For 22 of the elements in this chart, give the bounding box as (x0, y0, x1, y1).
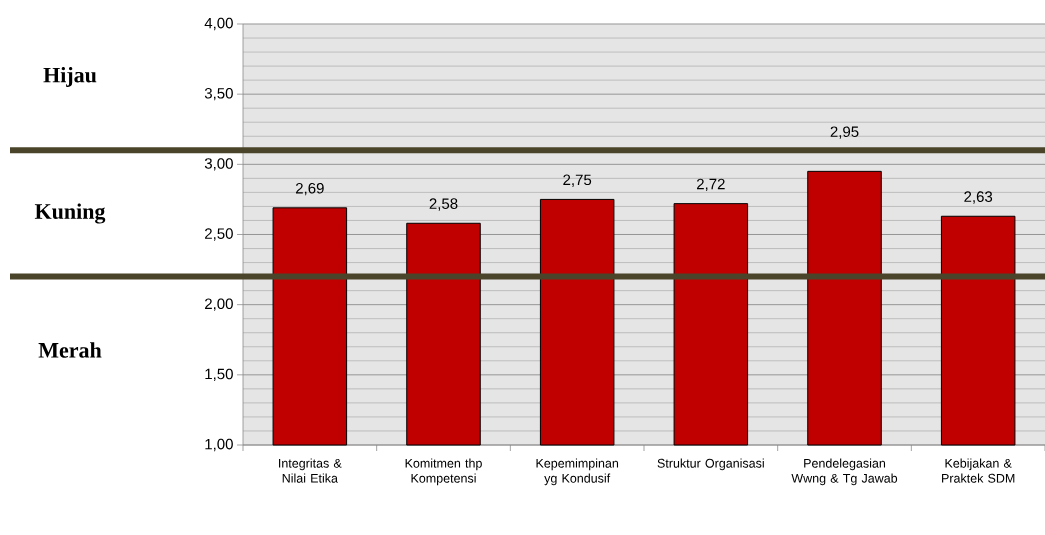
data-label: 2,69 (295, 182, 324, 196)
text: Hijau (43, 67, 97, 87)
data-label: 2,95 (830, 126, 859, 139)
data-label: 2,58 (429, 198, 458, 211)
data-label: 2,75 (563, 174, 592, 187)
x-tick-label: Struktur Organisasi (657, 458, 764, 471)
y-tick-label: 4,00 (204, 17, 233, 31)
y-tick-label: 2,50 (205, 228, 233, 241)
x-tick-label: Komitmen thp Kompetensi (405, 458, 482, 486)
text: Merah (38, 342, 102, 358)
x-tick-label: Kebijakan & Praktek SDM (942, 458, 1015, 483)
data-label: 2,72 (696, 178, 725, 192)
x-tick-label: Pendelegasian Wwng & Tg Jawab (791, 458, 898, 486)
x-tick-label: Integritas & Nilai Etika (279, 458, 342, 483)
y-tick-label: 2,00 (205, 298, 233, 311)
y-tick-label: 3,00 (204, 158, 233, 171)
x-tick-label: Kepemimpinan yg Kondusif (536, 458, 619, 486)
y-tick-label: 3,50 (204, 87, 233, 101)
data-label: 2,63 (964, 191, 993, 204)
text: Kuning (34, 203, 106, 224)
y-tick-label: 1,50 (205, 368, 233, 382)
y-tick-label: 1,00 (205, 438, 233, 452)
